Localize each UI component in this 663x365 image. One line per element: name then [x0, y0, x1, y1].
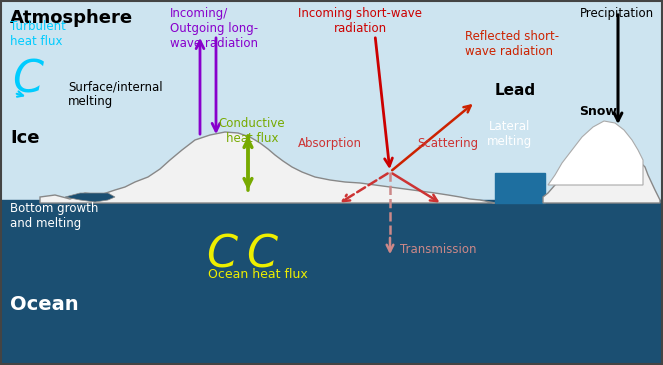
Text: Ice: Ice — [10, 129, 40, 147]
Text: Turbulent
heat flux: Turbulent heat flux — [10, 20, 66, 48]
Text: Conductive
heat flux: Conductive heat flux — [219, 117, 285, 145]
Text: Snow: Snow — [579, 105, 617, 118]
Text: Atmosphere: Atmosphere — [10, 9, 133, 27]
Bar — [495, 173, 545, 203]
Polygon shape — [65, 193, 115, 202]
Text: Lead: Lead — [495, 83, 536, 98]
Text: Bottom growth
and melting: Bottom growth and melting — [10, 202, 98, 230]
Text: Ocean: Ocean — [10, 295, 79, 314]
Text: C: C — [13, 58, 44, 101]
Text: Transmission: Transmission — [400, 243, 477, 256]
Polygon shape — [40, 132, 495, 203]
Text: Precipitation: Precipitation — [580, 7, 654, 20]
Text: Incoming/
Outgoing long-
wave radiation: Incoming/ Outgoing long- wave radiation — [170, 7, 258, 50]
Text: C: C — [206, 234, 237, 277]
Text: Lateral
melting: Lateral melting — [487, 120, 532, 148]
Polygon shape — [548, 121, 643, 185]
Text: C: C — [247, 234, 278, 277]
Text: Absorption: Absorption — [298, 137, 362, 150]
Text: Ocean heat flux: Ocean heat flux — [208, 268, 308, 281]
Polygon shape — [0, 200, 663, 365]
Text: Scattering: Scattering — [418, 137, 479, 150]
Text: Incoming short-wave
radiation: Incoming short-wave radiation — [298, 7, 422, 35]
Text: Surface/internal
melting: Surface/internal melting — [68, 80, 162, 108]
Text: Reflected short-
wave radiation: Reflected short- wave radiation — [465, 30, 559, 58]
Polygon shape — [543, 145, 660, 203]
